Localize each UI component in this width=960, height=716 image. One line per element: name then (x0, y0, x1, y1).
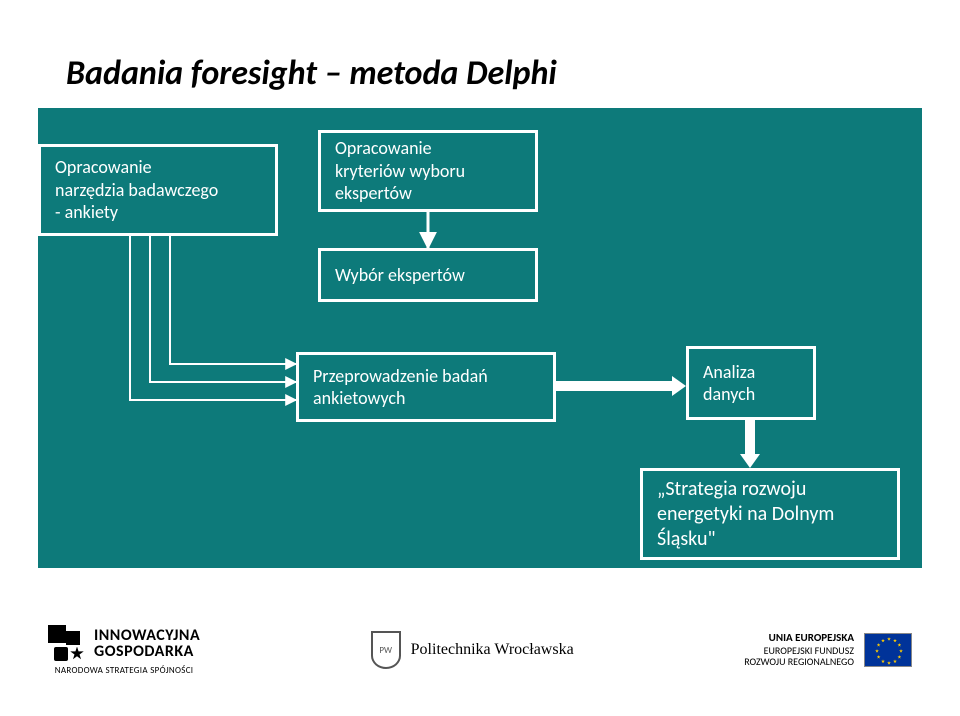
node-analiza-danych: Analizadanych (686, 346, 816, 420)
node-strategia-rozwoju: „Strategia rozwojuenergetyki na DolnymŚl… (640, 468, 900, 560)
node-text-line: danych (703, 383, 799, 406)
node-przeprowadzenie-badan: Przeprowadzenie badańankietowych (296, 352, 556, 422)
eu-line1: UNIA EUROPEJSKA (744, 632, 854, 645)
slide-title: Badania foresight – metoda Delphi (66, 53, 557, 94)
node-text-line: kryteriów wyboru (335, 160, 521, 183)
node-opracowanie-kryteriow: Opracowaniekryteriów wyboruekspertów (318, 130, 538, 212)
node-text-line: - ankiety (55, 201, 261, 224)
node-wybor-ekspertow: Wybór ekspertów (318, 248, 538, 302)
footer: INNOWACYJNA GOSPODARKA NARODOWA STRATEGI… (0, 600, 960, 700)
node-text-line: Przeprowadzenie badań (313, 365, 539, 388)
logo-politechnika: PW Politechnika Wrocławska (371, 631, 574, 669)
logo-eu: UNIA EUROPEJSKA EUROPEJSKI FUNDUSZ ROZWO… (744, 632, 912, 668)
node-text-line: narzędzia badawczego (55, 179, 261, 202)
logo-innowacyjna-gospodarka: INNOWACYJNA GOSPODARKA NARODOWA STRATEGI… (48, 625, 200, 676)
node-text-line: Analiza (703, 361, 799, 384)
node-text-line: energetyki na Dolnym (657, 502, 883, 527)
node-text-line: ankietowych (313, 387, 539, 410)
eu-flag-icon (864, 633, 912, 667)
node-text-line: „Strategia rozwoju (657, 477, 883, 502)
title-bar: Badania foresight – metoda Delphi (38, 38, 922, 108)
ig-title-2: GOSPODARKA (94, 644, 200, 659)
node-text-line: Opracowanie (335, 137, 521, 160)
eu-line3: ROZWOJU REGIONALNEGO (744, 656, 854, 668)
node-text-line: ekspertów (335, 182, 521, 205)
node-opracowanie-ankiety: Opracowanienarzędzia badawczego- ankiety (38, 144, 278, 236)
node-text-line: Opracowanie (55, 156, 261, 179)
node-text-line: Śląsku" (657, 527, 883, 552)
pw-label: Politechnika Wrocławska (411, 641, 574, 659)
ig-icon (48, 625, 86, 663)
node-text-line: Wybór ekspertów (335, 264, 521, 287)
pw-shield-icon: PW (371, 631, 401, 669)
ig-subtitle: NARODOWA STRATEGIA SPÓJNOŚCI (55, 665, 194, 676)
